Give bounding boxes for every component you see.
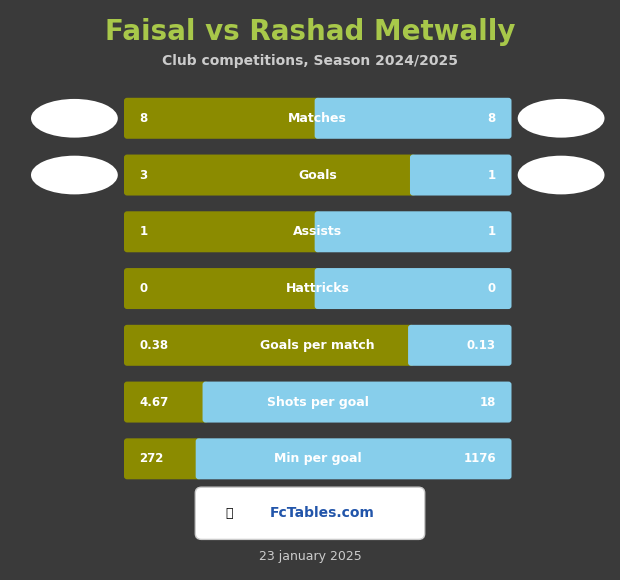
Ellipse shape: [518, 155, 604, 194]
FancyBboxPatch shape: [314, 268, 512, 309]
Text: 272: 272: [140, 452, 164, 465]
FancyBboxPatch shape: [124, 98, 321, 139]
Text: 1: 1: [140, 225, 148, 238]
FancyBboxPatch shape: [314, 211, 512, 252]
Text: 0: 0: [488, 282, 496, 295]
Ellipse shape: [31, 155, 118, 194]
Text: 0.13: 0.13: [467, 339, 496, 352]
FancyBboxPatch shape: [124, 211, 321, 252]
Text: 8: 8: [140, 112, 148, 125]
FancyBboxPatch shape: [410, 154, 511, 195]
FancyBboxPatch shape: [124, 382, 209, 423]
Text: Goals: Goals: [298, 169, 337, 182]
Text: 23 january 2025: 23 january 2025: [259, 550, 361, 563]
FancyBboxPatch shape: [314, 98, 512, 139]
FancyBboxPatch shape: [196, 438, 511, 479]
Text: Assists: Assists: [293, 225, 342, 238]
Text: FcTables.com: FcTables.com: [270, 506, 375, 520]
Ellipse shape: [31, 99, 118, 137]
FancyBboxPatch shape: [124, 325, 414, 366]
Text: 18: 18: [480, 396, 496, 408]
FancyBboxPatch shape: [124, 154, 416, 195]
Text: 📊: 📊: [226, 507, 233, 520]
Text: Faisal vs Rashad Metwally: Faisal vs Rashad Metwally: [105, 18, 515, 46]
Text: 1: 1: [488, 225, 496, 238]
Text: 1: 1: [488, 169, 496, 182]
Text: Goals per match: Goals per match: [260, 339, 375, 352]
Text: Min per goal: Min per goal: [274, 452, 361, 465]
Ellipse shape: [518, 99, 604, 137]
FancyBboxPatch shape: [408, 325, 512, 366]
Text: 4.67: 4.67: [140, 396, 169, 408]
Text: Matches: Matches: [288, 112, 347, 125]
Text: 3: 3: [140, 169, 148, 182]
Text: 0: 0: [140, 282, 148, 295]
FancyBboxPatch shape: [195, 487, 425, 539]
Text: Club competitions, Season 2024/2025: Club competitions, Season 2024/2025: [162, 54, 458, 68]
Text: Hattricks: Hattricks: [286, 282, 350, 295]
FancyBboxPatch shape: [203, 382, 512, 423]
Text: 8: 8: [488, 112, 496, 125]
FancyBboxPatch shape: [124, 438, 202, 479]
Text: 1176: 1176: [463, 452, 496, 465]
FancyBboxPatch shape: [124, 268, 321, 309]
Text: Shots per goal: Shots per goal: [267, 396, 369, 408]
Text: 0.38: 0.38: [140, 339, 169, 352]
